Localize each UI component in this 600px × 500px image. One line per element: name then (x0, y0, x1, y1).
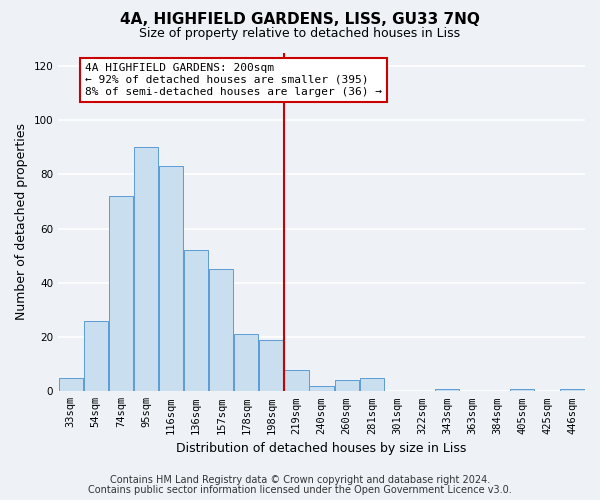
Bar (510, 388, 535, 392)
Text: Size of property relative to detached houses in Liss: Size of property relative to detached ho… (139, 28, 461, 40)
Bar (209, 270, 233, 392)
Bar (83, 321, 108, 392)
Y-axis label: Number of detached properties: Number of detached properties (15, 124, 28, 320)
Bar (335, 380, 359, 392)
Text: Contains public sector information licensed under the Open Government Licence v3: Contains public sector information licen… (88, 485, 512, 495)
Bar (259, 340, 284, 392)
X-axis label: Distribution of detached houses by size in Liss: Distribution of detached houses by size … (176, 442, 467, 455)
Bar (435, 388, 459, 392)
Bar (134, 148, 158, 392)
Bar (59, 378, 83, 392)
Bar (109, 196, 133, 392)
Bar (284, 370, 308, 392)
Bar (560, 388, 584, 392)
Bar (310, 386, 334, 392)
Bar (359, 378, 384, 392)
Bar (159, 166, 183, 392)
Text: 4A HIGHFIELD GARDENS: 200sqm
← 92% of detached houses are smaller (395)
8% of se: 4A HIGHFIELD GARDENS: 200sqm ← 92% of de… (85, 64, 382, 96)
Bar (234, 334, 259, 392)
Text: 4A, HIGHFIELD GARDENS, LISS, GU33 7NQ: 4A, HIGHFIELD GARDENS, LISS, GU33 7NQ (120, 12, 480, 28)
Bar (184, 250, 208, 392)
Text: Contains HM Land Registry data © Crown copyright and database right 2024.: Contains HM Land Registry data © Crown c… (110, 475, 490, 485)
